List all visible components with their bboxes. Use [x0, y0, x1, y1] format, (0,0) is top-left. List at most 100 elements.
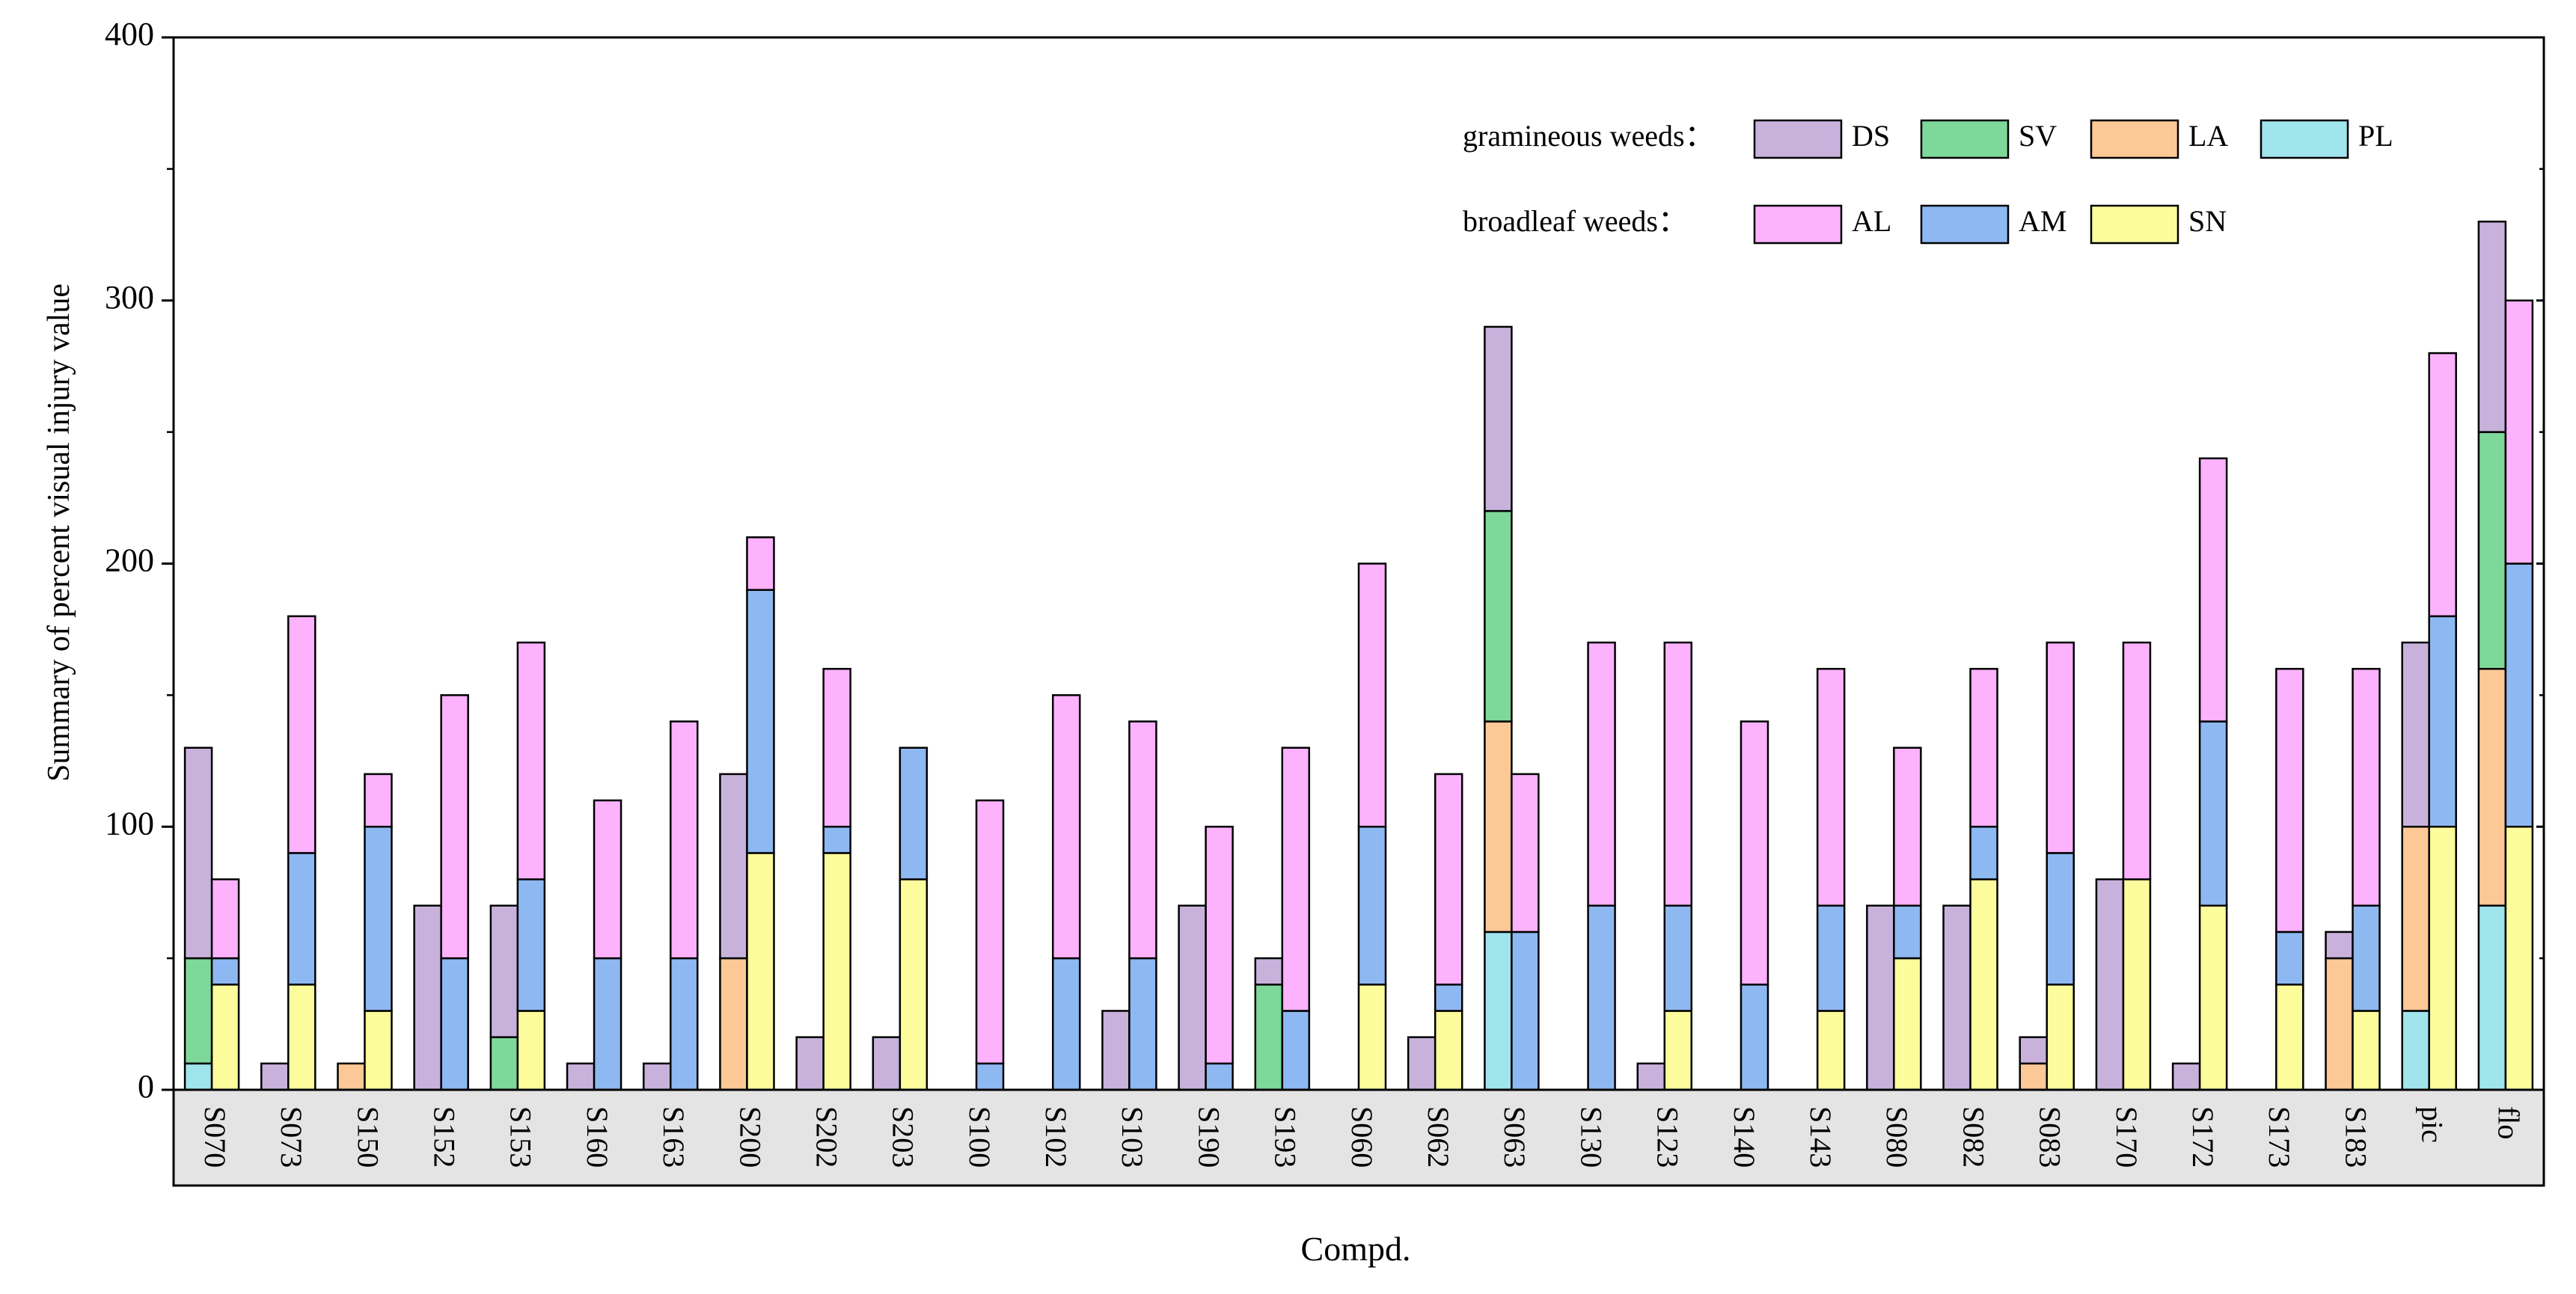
axes-layer: S070 S073 S150 S152 S153 S160 S163 S200 S202 S203…: [105, 16, 2545, 1187]
bar-S160-DS: [566, 1062, 596, 1091]
bar-S073-DS: [260, 1062, 290, 1091]
y-tick-label-300: 300: [105, 279, 154, 316]
bar-S123-AM: [1663, 904, 1693, 1012]
x-tick-label-S070: S070: [198, 1106, 232, 1168]
bar-S082-AL: [1969, 667, 1998, 828]
legend-swatch-AL: [1753, 204, 1843, 245]
legend-label-SV: SV: [2019, 119, 2057, 153]
bar-S150-LA: [337, 1062, 366, 1091]
bar-S150-AM: [364, 826, 393, 1012]
bar-S062-SN: [1434, 1010, 1463, 1091]
x-tick-label-S083: S083: [2034, 1106, 2067, 1168]
bar-S203-DS: [872, 1036, 902, 1091]
bar-S202-DS: [795, 1036, 824, 1091]
bar-pic-AL: [2428, 352, 2457, 618]
bar-S123-DS: [1636, 1062, 1666, 1091]
bar-S103-AL: [1128, 720, 1157, 960]
y-tick-label-100: 100: [105, 805, 154, 841]
bar-S100-AM: [975, 1062, 1005, 1091]
bar-S200-DS: [719, 773, 748, 960]
bar-S170-DS: [2095, 878, 2125, 1091]
bar-S152-AM: [440, 957, 469, 1091]
bar-S163-AM: [670, 957, 699, 1091]
bar-S062-DS: [1407, 1036, 1437, 1091]
bar-S070-PL: [183, 1062, 213, 1091]
bar-S103-DS: [1101, 1010, 1131, 1091]
bar-S150-AL: [364, 773, 393, 828]
bar-S070-DS: [183, 746, 213, 960]
x-tick-label-S203: S203: [887, 1106, 920, 1168]
bar-S083-AL: [2046, 641, 2075, 854]
bar-S183-LA: [2325, 957, 2354, 1091]
x-tick-label-S143: S143: [1804, 1106, 1838, 1168]
bar-S083-AM: [2046, 852, 2075, 986]
bar-S203-SN: [899, 878, 928, 1091]
x-tick-label-S140: S140: [1728, 1106, 1761, 1168]
y-axis-label: Summary of percent visual injury value: [42, 283, 76, 782]
x-tick-label-S200: S200: [733, 1106, 767, 1168]
x-tick-label-S103: S103: [1116, 1106, 1149, 1168]
bar-S062-AM: [1434, 984, 1463, 1012]
y-tick-label-200: 200: [105, 542, 154, 579]
bar-S152-DS: [413, 904, 442, 1091]
legend-label-PL: PL: [2358, 119, 2393, 153]
legend-label-SN: SN: [2188, 204, 2227, 238]
bar-S143-AL: [1816, 667, 1846, 907]
bar-pic-DS: [2401, 641, 2430, 828]
bar-pic-AM: [2428, 615, 2457, 828]
bar-flo-SV: [2477, 431, 2507, 670]
legend-swatch-LA: [2090, 119, 2179, 159]
x-tick-label-S153: S153: [504, 1106, 538, 1168]
bar-S173-AL: [2275, 667, 2304, 933]
bar-S200-AL: [746, 536, 775, 591]
legend-label-AM: AM: [2019, 204, 2066, 238]
bar-S083-DS: [2019, 1036, 2048, 1065]
category-band: [172, 1088, 2545, 1187]
bar-S070-SN: [210, 984, 240, 1091]
x-tick-label-S163: S163: [657, 1106, 691, 1168]
bar-pic-PL: [2401, 1010, 2430, 1091]
legend-swatch-AM: [1920, 204, 2010, 245]
bar-S060-SN: [1357, 984, 1387, 1091]
bar-S190-AM: [1205, 1062, 1234, 1091]
legend-swatch-SN: [2090, 204, 2179, 245]
x-tick-label-pic: pic: [2416, 1106, 2450, 1143]
bar-S193-DS: [1254, 957, 1284, 986]
legend: gramineous weeds： DS SV LA PL broadleaf weeds…: [1463, 119, 2393, 245]
bar-S063-SV: [1484, 509, 1513, 723]
legend-group-label: gramineous weeds：: [1463, 119, 1715, 153]
bar-S073-SN: [287, 984, 316, 1091]
bar-S130-AM: [1587, 904, 1616, 1091]
bar-S202-SN: [822, 852, 851, 1091]
bar-pic-SN: [2428, 826, 2457, 1091]
x-tick-label-S172: S172: [2186, 1106, 2220, 1168]
bar-S160-AM: [593, 957, 622, 1091]
bar-S153-DS: [489, 904, 519, 1038]
bar-S143-SN: [1816, 1010, 1846, 1091]
bar-flo-LA: [2477, 667, 2507, 907]
x-tick-label-S173: S173: [2263, 1106, 2296, 1168]
bar-S193-AL: [1281, 746, 1311, 1012]
legend-label-DS: DS: [1852, 119, 1890, 153]
x-tick-label-S190: S190: [1192, 1106, 1226, 1168]
bar-S153-SN: [516, 1010, 546, 1091]
bar-S190-AL: [1205, 826, 1234, 1065]
legend-label-AL: AL: [1852, 204, 1891, 238]
bar-S063-PL: [1484, 930, 1513, 1091]
bar-S200-AM: [746, 589, 775, 854]
bar-S153-SV: [489, 1036, 519, 1091]
bar-S060-AM: [1357, 826, 1387, 986]
bar-S183-AL: [2352, 667, 2381, 907]
x-axis-label: Compd.: [1301, 1230, 1411, 1268]
bar-S070-AL: [210, 878, 240, 960]
x-tick-label-S170: S170: [2110, 1106, 2144, 1168]
x-tick-label-S152: S152: [427, 1106, 461, 1168]
x-tick-label-S130: S130: [1574, 1106, 1608, 1168]
x-tick-label-S073: S073: [275, 1106, 308, 1168]
x-tick-label-S080: S080: [1880, 1106, 1914, 1168]
bar-S070-AM: [210, 957, 240, 986]
bar-S190-DS: [1178, 904, 1207, 1091]
bar-S173-AM: [2275, 930, 2304, 986]
bar-S100-AL: [975, 799, 1005, 1065]
bar-flo-SN: [2504, 826, 2534, 1091]
